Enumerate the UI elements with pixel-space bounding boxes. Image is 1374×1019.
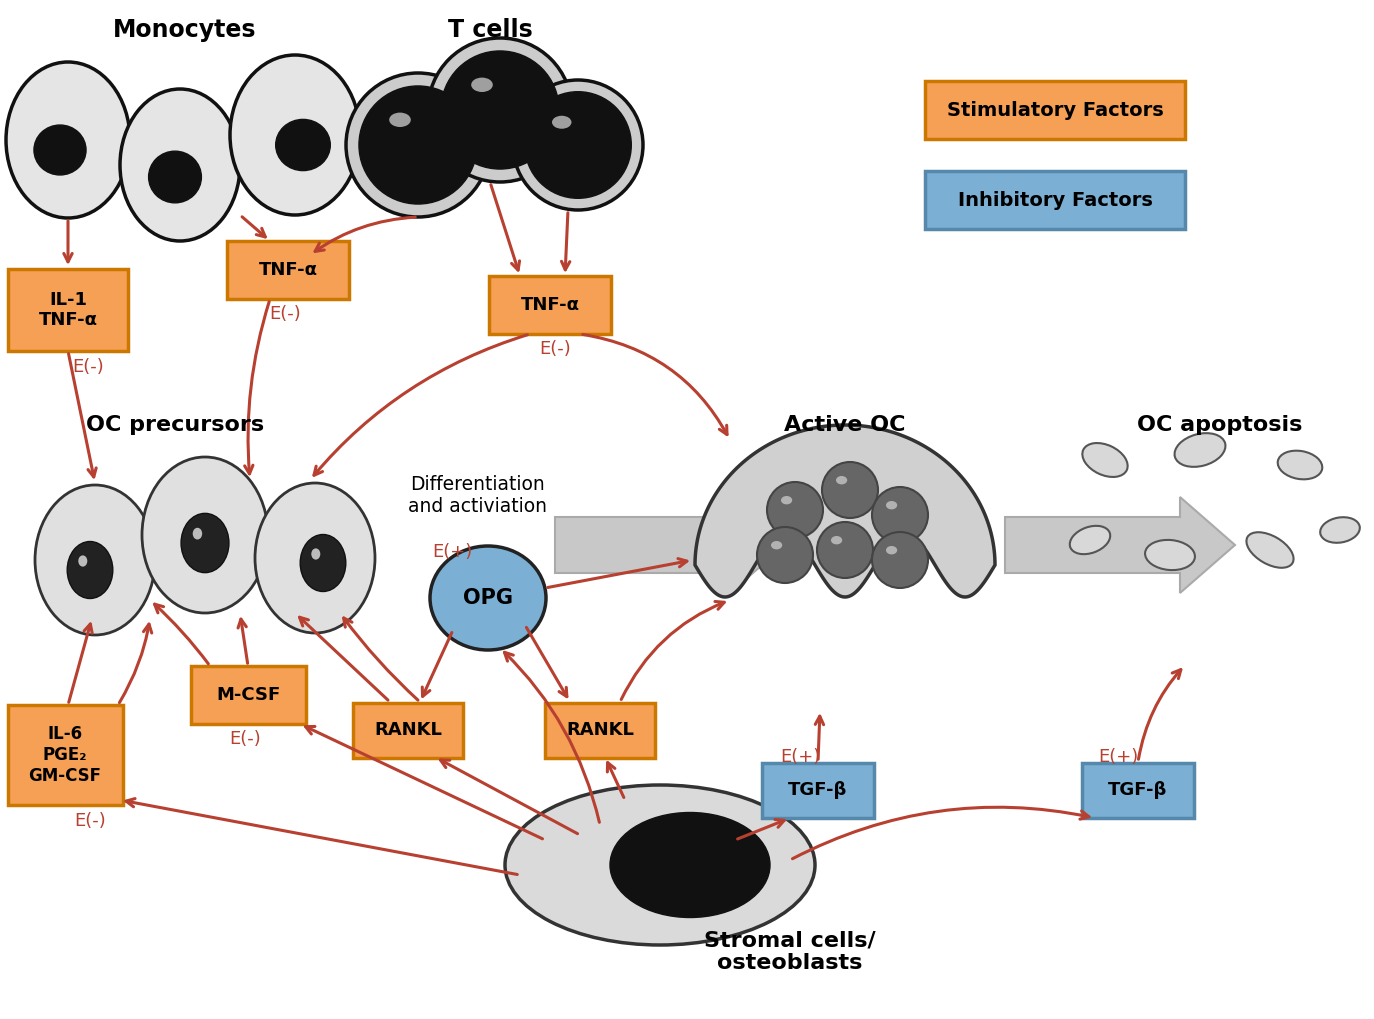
Ellipse shape [1278,450,1322,479]
Text: TNF-α: TNF-α [258,261,317,279]
Ellipse shape [120,89,240,242]
Ellipse shape [181,514,229,573]
FancyBboxPatch shape [353,702,463,757]
Ellipse shape [835,476,848,484]
Ellipse shape [78,555,88,567]
Text: TGF-β: TGF-β [1109,781,1168,799]
Circle shape [822,462,878,518]
FancyBboxPatch shape [191,666,305,725]
FancyBboxPatch shape [1081,762,1194,817]
FancyBboxPatch shape [925,81,1184,139]
Circle shape [872,487,927,543]
Ellipse shape [1145,540,1195,570]
Ellipse shape [1083,443,1128,477]
Text: E(+): E(+) [1098,748,1138,766]
Text: E(-): E(-) [269,305,301,323]
Ellipse shape [610,812,769,917]
Ellipse shape [886,501,897,510]
Circle shape [767,482,823,538]
Circle shape [525,92,631,199]
Text: Active OC: Active OC [785,415,905,435]
Text: IL-6
PGE₂
GM-CSF: IL-6 PGE₂ GM-CSF [29,726,102,785]
Circle shape [757,527,813,583]
Ellipse shape [34,125,87,175]
Text: E(-): E(-) [74,812,106,830]
Text: OC precursors: OC precursors [87,415,264,435]
Text: E(+): E(+) [431,543,473,561]
Ellipse shape [300,535,346,591]
Ellipse shape [1070,526,1110,554]
Text: E(-): E(-) [229,730,261,748]
Text: Differentiation
and activiation: Differentiation and activiation [408,475,547,516]
Text: RANKL: RANKL [374,721,442,739]
Ellipse shape [471,77,493,92]
Ellipse shape [886,546,897,554]
Circle shape [441,51,559,169]
Ellipse shape [430,546,545,650]
Circle shape [346,73,491,217]
Circle shape [872,532,927,588]
Text: E(+): E(+) [780,748,820,766]
Ellipse shape [831,536,842,544]
Text: TGF-β: TGF-β [789,781,848,799]
Ellipse shape [229,55,360,215]
FancyBboxPatch shape [763,762,874,817]
Text: M-CSF: M-CSF [216,686,280,704]
Ellipse shape [34,485,155,635]
Text: E(-): E(-) [71,358,104,376]
Ellipse shape [148,151,202,203]
Ellipse shape [5,62,131,218]
FancyBboxPatch shape [925,171,1184,229]
Circle shape [818,522,872,578]
Circle shape [513,81,643,210]
Polygon shape [555,497,785,593]
Ellipse shape [552,116,572,128]
Polygon shape [1004,497,1235,593]
Text: Stimulatory Factors: Stimulatory Factors [947,101,1164,119]
Ellipse shape [389,113,411,127]
Text: T cells: T cells [448,18,532,42]
Text: IL-1
TNF-α: IL-1 TNF-α [38,290,98,329]
Ellipse shape [67,541,113,598]
Ellipse shape [1246,532,1293,568]
Ellipse shape [780,496,793,504]
Circle shape [359,86,477,204]
Text: OC apoptosis: OC apoptosis [1138,415,1303,435]
Ellipse shape [192,528,202,539]
Ellipse shape [312,548,320,559]
FancyBboxPatch shape [7,705,122,805]
Ellipse shape [771,541,782,549]
FancyBboxPatch shape [489,276,611,334]
Ellipse shape [256,483,375,633]
Circle shape [427,38,572,182]
Ellipse shape [1175,433,1226,467]
Text: E(-): E(-) [539,340,570,358]
Ellipse shape [142,457,268,613]
Text: Stromal cells/
osteoblasts: Stromal cells/ osteoblasts [705,930,875,973]
Text: TNF-α: TNF-α [521,296,580,314]
Ellipse shape [276,119,330,170]
Text: RANKL: RANKL [566,721,633,739]
Text: Monocytes: Monocytes [113,18,257,42]
Ellipse shape [506,785,815,945]
Text: Inhibitory Factors: Inhibitory Factors [958,191,1153,210]
FancyBboxPatch shape [545,702,655,757]
Ellipse shape [1320,518,1360,543]
FancyBboxPatch shape [227,242,349,299]
FancyBboxPatch shape [8,269,128,351]
Text: OPG: OPG [463,588,513,608]
Polygon shape [695,425,995,597]
